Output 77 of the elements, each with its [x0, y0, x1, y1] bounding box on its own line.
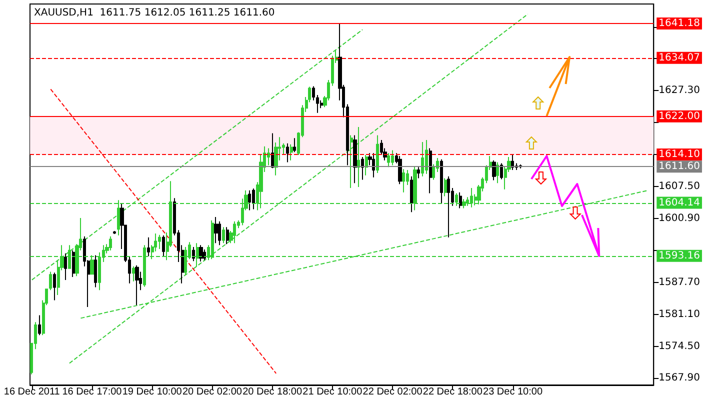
- x-tick-label: 21 Dec 10:00: [302, 386, 363, 398]
- candlestick: [447, 176, 450, 238]
- ref-line-label: 1614.10: [658, 149, 700, 160]
- y-tick-label: 1627.30: [658, 85, 700, 96]
- candlestick: [425, 140, 428, 174]
- candlestick: [132, 266, 135, 282]
- x-tick-label: 16 Dec 2011: [4, 386, 60, 398]
- x-tick-label: 16 Dec 17:00: [62, 386, 122, 398]
- candlestick: [417, 166, 420, 179]
- candlestick: [361, 156, 364, 180]
- candlestick: [357, 126, 360, 188]
- candlestick: [421, 141, 424, 177]
- ref-line-label: 1622.00: [658, 110, 700, 122]
- candlestick: [402, 168, 405, 193]
- candlestick: [286, 142, 289, 163]
- candlestick: [158, 234, 161, 250]
- candlestick: [290, 144, 293, 161]
- candlestick: [252, 188, 255, 210]
- x-tick-label: 22 Dec 02:00: [362, 386, 423, 398]
- candlestick: [214, 216, 218, 244]
- x-tick-label: 19 Dec 10:00: [122, 386, 182, 398]
- x-tick-label: 23 Dec 10:00: [483, 386, 543, 398]
- y-tick-label: 1581.10: [658, 308, 700, 320]
- y-tick-label: 1574.50: [658, 340, 700, 352]
- candlestick: [49, 271, 52, 291]
- candlestick: [226, 226, 229, 245]
- candlestick: [293, 138, 296, 153]
- y-tick-label: 1587.70: [658, 276, 700, 288]
- candlestick: [94, 254, 97, 288]
- candlestick: [500, 162, 503, 180]
- ref-line-label: 1641.18: [658, 18, 700, 29]
- ref-line-label: 1604.14: [658, 197, 700, 208]
- candlestick: [147, 236, 150, 257]
- chart-title: XAUUSD,H1 1611.75 1612.05 1611.25 1611.60: [34, 8, 275, 18]
- candlestick: [459, 192, 462, 209]
- y-tick-label: 1607.50: [658, 181, 700, 192]
- candlestick: [109, 236, 112, 251]
- candlestick: [38, 314, 41, 336]
- candlestick: [316, 94, 319, 114]
- ref-line-label: 1593.16: [658, 250, 700, 262]
- ref-line-label: 1611.60: [658, 161, 700, 172]
- candlestick: [248, 190, 251, 211]
- candlestick: [365, 154, 368, 176]
- x-tick-label: 20 Dec 18:00: [242, 386, 302, 398]
- candlestick: [429, 148, 432, 194]
- candlestick: [398, 156, 402, 185]
- candlestick: [233, 220, 236, 244]
- candlestick: [312, 86, 315, 101]
- candlestick: [218, 220, 221, 246]
- candlestick: [64, 252, 67, 280]
- candlestick: [440, 158, 443, 204]
- x-tick-label: 20 Dec 02:00: [182, 386, 242, 398]
- y-tick-label: 1600.90: [658, 212, 700, 224]
- candlestick: [162, 234, 165, 258]
- y-tick-label: 1567.90: [658, 372, 700, 384]
- candlestick: [192, 246, 195, 262]
- candlestick: [353, 134, 357, 184]
- candlestick: [387, 152, 390, 168]
- ref-line-label: 1634.07: [658, 52, 700, 64]
- candlestick: [350, 134, 353, 188]
- candlestick: [135, 264, 139, 306]
- candlestick: [444, 178, 447, 197]
- candlestick: [113, 230, 116, 234]
- candlestick: [496, 162, 499, 184]
- candlestick: [492, 160, 496, 181]
- candlestick: [511, 154, 514, 171]
- candlestick: [271, 132, 274, 169]
- candlestick: [222, 226, 225, 244]
- candlestick: [391, 150, 394, 166]
- candlestick: [203, 248, 206, 261]
- candlestick: [53, 272, 56, 301]
- candlestick: [376, 134, 379, 174]
- candlestick: [72, 250, 75, 278]
- x-tick-label: 22 Dec 18:00: [422, 386, 483, 398]
- candlestick: [199, 244, 203, 262]
- candlestick: [410, 176, 413, 213]
- candlestick: [372, 152, 375, 178]
